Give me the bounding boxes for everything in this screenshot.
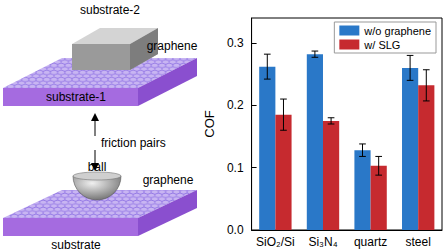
svg-text:SiO₂/Si: SiO₂/Si — [256, 235, 295, 249]
svg-text:w/ SLG: w/ SLG — [363, 39, 400, 51]
svg-text:substrate-2: substrate-2 — [80, 3, 140, 17]
svg-text:steel: steel — [406, 235, 431, 249]
svg-text:Si₃N₄: Si₃N₄ — [308, 235, 337, 249]
svg-text:friction pairs: friction pairs — [101, 136, 166, 150]
svg-text:0.0: 0.0 — [227, 223, 244, 237]
svg-text:substrate: substrate — [51, 238, 101, 252]
svg-text:0.1: 0.1 — [227, 161, 244, 175]
svg-text:w/o graphene: w/o graphene — [363, 25, 431, 37]
svg-text:graphene: graphene — [147, 39, 198, 53]
svg-text:0.3: 0.3 — [227, 36, 244, 50]
svg-text:quartz: quartz — [354, 235, 387, 249]
svg-text:graphene: graphene — [143, 173, 194, 187]
svg-text:substrate-1: substrate-1 — [46, 90, 106, 104]
svg-text:COF: COF — [202, 110, 217, 138]
svg-text:0.2: 0.2 — [227, 98, 244, 112]
svg-text:ball: ball — [88, 160, 107, 174]
